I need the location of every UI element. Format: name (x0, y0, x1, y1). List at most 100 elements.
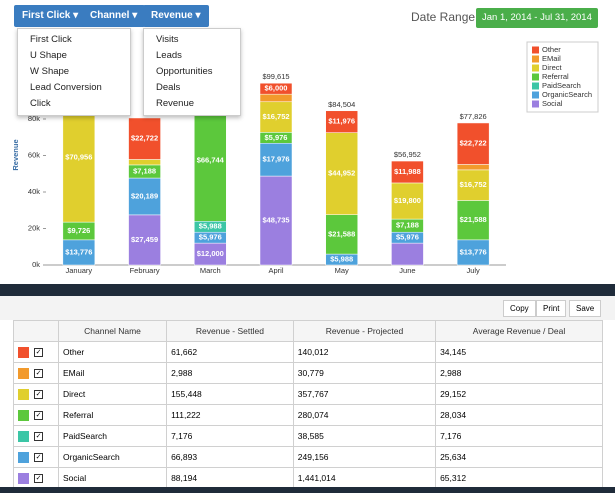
table-cell: Other (57, 341, 168, 363)
menu-item[interactable]: W Shape (30, 66, 70, 77)
table-row: ✓ PaidSearch 7,176 38,585 7,176 (13, 425, 603, 447)
table-cell: 66,893 (166, 446, 294, 468)
tool-button[interactable]: Save (569, 300, 602, 317)
header-cell (13, 320, 59, 342)
x-tick-label: April (268, 266, 283, 275)
header-cell[interactable]: Average Revenue / Deal (435, 320, 603, 342)
y-tick-label: 20k (28, 223, 40, 232)
color-swatch (18, 388, 29, 400)
x-tick-label: February (130, 266, 160, 275)
table-cell: Referral (57, 404, 168, 426)
legend-swatch (532, 46, 539, 54)
table-cell: 111,222 (166, 404, 294, 426)
color-swatch (18, 367, 29, 379)
bar-segment (456, 122, 490, 165)
menu-item[interactable]: Leads (156, 50, 182, 61)
legend-label: Referral (542, 72, 569, 81)
table-row: ✓ EMail 2,988 30,779 2,988 (13, 362, 603, 384)
tool-button[interactable]: Print (536, 300, 567, 317)
data-label: $13,776 (65, 247, 92, 256)
legend-swatch (532, 55, 539, 63)
table-cell: 38,585 (292, 425, 437, 447)
legend-swatch (532, 82, 539, 90)
table-cell: 1,441,014 (292, 467, 437, 489)
total-label: $99,615 (262, 72, 289, 81)
checkbox[interactable]: ✓ (34, 431, 43, 441)
bar-segment (128, 177, 161, 216)
selector-cell: ✓ (13, 362, 59, 384)
y-tick-label: 60k (28, 150, 40, 159)
button[interactable]: Revenue (143, 5, 209, 27)
button[interactable]: Channel (82, 5, 146, 27)
button[interactable]: First Click (14, 5, 87, 27)
legend-label: PaidSearch (542, 81, 581, 90)
bar-segment (194, 99, 227, 222)
total-label: $56,952 (394, 150, 421, 159)
bar-segment (259, 82, 293, 95)
data-label: $5,988 (330, 255, 353, 264)
bar-segment (456, 200, 490, 241)
checkbox[interactable]: ✓ (34, 389, 43, 399)
menu-item[interactable]: U Shape (30, 50, 67, 61)
table-cell: 155,448 (166, 383, 294, 405)
x-tick-label: January (66, 266, 93, 275)
table-row: ✓ Referral 111,222 280,074 28,034 (13, 404, 603, 426)
bar-segment (128, 117, 161, 160)
color-swatch (18, 430, 29, 442)
table-row: ✓ OrganicSearch 66,893 249,156 25,634 (13, 446, 603, 468)
bar-segment (325, 214, 358, 255)
bar-segment (128, 214, 161, 266)
selector-cell: ✓ (13, 341, 59, 363)
menu-item[interactable]: Deals (156, 82, 181, 93)
checkbox[interactable]: ✓ (34, 473, 43, 483)
dropdown-menu: Visits Leads Opportunities Deals Revenue (143, 28, 241, 116)
menu-item[interactable]: Revenue (156, 98, 195, 109)
table-cell: OrganicSearch (57, 446, 168, 468)
divider (0, 487, 615, 493)
menu-item[interactable]: First Click (30, 34, 72, 45)
header-cell[interactable]: Revenue - Settled (166, 320, 294, 342)
selector-cell: ✓ (13, 404, 59, 426)
selector-cell: ✓ (13, 467, 59, 489)
checkbox[interactable]: ✓ (34, 452, 43, 462)
checkbox[interactable]: ✓ (34, 410, 43, 420)
selector-cell: ✓ (13, 383, 59, 405)
legend-label: EMail (542, 54, 561, 63)
checkbox[interactable]: ✓ (34, 368, 43, 378)
data-label: $5,976 (396, 233, 419, 242)
chart: Revenue 0k 20k 40k 60k 80k January $13,776 $9,72… (11, 41, 599, 275)
table-cell: 88,194 (166, 467, 294, 489)
data-label: $70,956 (65, 152, 92, 161)
table-cell: EMail (57, 362, 168, 384)
legend-swatch (532, 64, 539, 72)
tool-button[interactable]: Copy (503, 300, 536, 317)
legend-swatch (532, 91, 539, 99)
table-cell: 29,152 (435, 383, 603, 405)
data-label: $22,722 (460, 139, 487, 148)
bar-segment (259, 175, 293, 266)
data-label: $22,722 (131, 134, 158, 143)
legend-label: OrganicSearch (542, 90, 592, 99)
legend-label: Other (542, 45, 561, 54)
data-label: $13,776 (460, 247, 487, 256)
checkbox[interactable]: ✓ (34, 347, 43, 357)
data-label: $19,800 (394, 196, 421, 205)
color-swatch (18, 346, 29, 358)
menu-item[interactable]: Opportunities (156, 66, 213, 77)
date-range-button[interactable]: Jan 1, 2014 - Jul 31, 2014 (476, 8, 598, 28)
data-label: $17,976 (262, 155, 289, 164)
bar-segment (259, 93, 293, 103)
menu-item[interactable]: Lead Conversion Click (30, 82, 102, 109)
selector-cell: ✓ (13, 446, 59, 468)
header-cell[interactable]: Revenue - Projected (292, 320, 437, 342)
bar-segment (391, 242, 424, 266)
data-label: $12,000 (197, 249, 224, 258)
menu-item[interactable]: Visits (156, 34, 179, 45)
bar-segment (456, 169, 490, 201)
table-row: ✓ Direct 155,448 357,767 29,152 (13, 383, 603, 405)
divider (0, 284, 615, 296)
data-label: $6,000 (265, 84, 288, 93)
table-cell: 249,156 (292, 446, 437, 468)
header-cell[interactable]: Channel Name (57, 320, 168, 342)
table-cell: 2,988 (435, 362, 603, 384)
